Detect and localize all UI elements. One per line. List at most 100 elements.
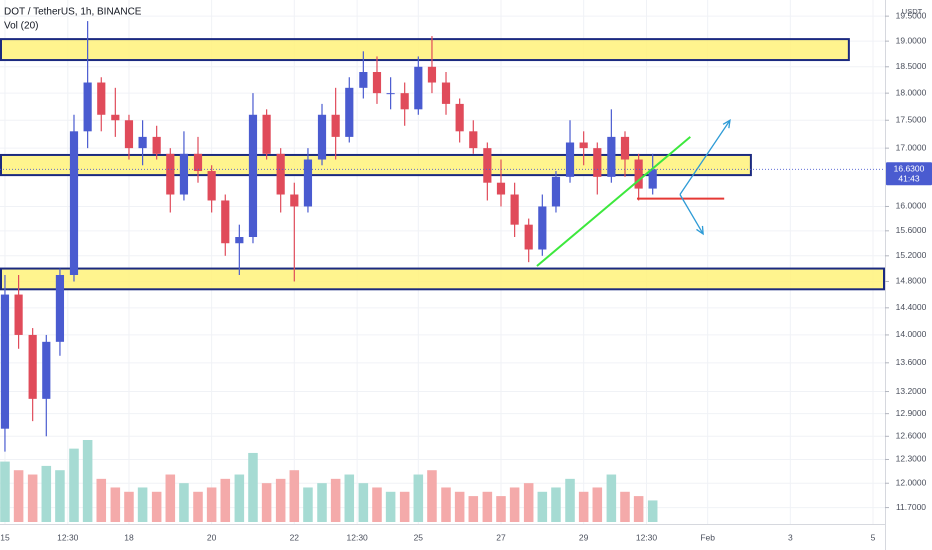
volume-bar xyxy=(565,478,575,522)
volume-bar xyxy=(289,470,300,522)
candle-body xyxy=(634,159,643,189)
candle-body xyxy=(607,136,616,177)
y-tick-label: 19.5000 xyxy=(896,10,927,20)
volume-bar xyxy=(606,474,617,522)
volume-bar xyxy=(496,496,506,522)
volume-bar xyxy=(41,465,52,522)
y-tick-label: 18.0000 xyxy=(896,87,927,97)
volume-bar xyxy=(427,470,437,522)
volume-bar xyxy=(165,474,176,522)
candle-body xyxy=(179,153,189,195)
volume-bar xyxy=(261,483,272,522)
volume-bar xyxy=(592,487,603,522)
volume-bar xyxy=(303,487,313,522)
x-tick-label: 22 xyxy=(290,532,300,542)
volume-bar xyxy=(647,500,658,522)
volume-bar xyxy=(69,448,79,522)
candle-body xyxy=(262,114,271,154)
arrow-head xyxy=(722,119,731,129)
y-tick-label: 15.2000 xyxy=(896,250,927,260)
y-tick-label: 16.0000 xyxy=(896,201,927,211)
candle-body xyxy=(359,72,368,88)
candle-body xyxy=(28,334,37,399)
candle-body xyxy=(221,200,230,244)
candle-body xyxy=(345,87,354,137)
volume-bar xyxy=(413,474,424,522)
volume-bar xyxy=(0,461,10,522)
volume-bar xyxy=(13,470,24,522)
y-tick-label: 18.5000 xyxy=(896,61,927,71)
candle-body xyxy=(138,136,147,149)
candle-body xyxy=(111,114,120,121)
volume-bar xyxy=(454,491,465,522)
volume-bar xyxy=(248,452,258,522)
volume-bar xyxy=(523,483,534,522)
volume-legend: Vol (20) xyxy=(4,21,38,32)
volume-bar xyxy=(633,496,644,522)
candle-body xyxy=(372,72,382,94)
zone xyxy=(0,38,850,62)
arrow xyxy=(679,119,731,195)
axes: 19.5000 19.0000 18.5000 18.0000 17.5000 17.00… xyxy=(0,10,932,542)
candle-body xyxy=(483,148,492,183)
candle-body xyxy=(496,182,506,195)
candle-body xyxy=(166,153,175,195)
volume-pane xyxy=(0,440,658,522)
y-tick-label: 11.7000 xyxy=(896,502,926,512)
volume-bar xyxy=(358,483,369,522)
candle-body xyxy=(290,194,299,207)
x-tick-label: Feb xyxy=(700,532,715,542)
volume-bar xyxy=(620,491,630,522)
x-tick-label: 12:30 xyxy=(347,532,369,542)
candle-body xyxy=(152,136,161,154)
volume-bar xyxy=(468,496,479,522)
candle-body xyxy=(510,194,519,225)
x-tick-label: 25 xyxy=(414,532,424,542)
candle-body xyxy=(565,142,575,177)
y-tick-label: 17.5000 xyxy=(896,115,927,125)
y-tick-label: 14.8000 xyxy=(896,276,927,286)
candle-body xyxy=(469,131,478,149)
x-tick-label: 12:30 xyxy=(636,532,658,542)
x-tick-label: 12:30 xyxy=(57,532,79,542)
candle-body xyxy=(317,114,327,160)
candle-body xyxy=(427,66,437,83)
volume-bar xyxy=(193,491,203,522)
x-tick-label: 18 xyxy=(124,532,134,542)
y-tick-label: 19.0000 xyxy=(896,35,927,45)
candle-body xyxy=(207,171,216,201)
x-tick-label: 29 xyxy=(579,532,589,542)
y-tick-label: 12.6000 xyxy=(896,431,927,441)
candle-body xyxy=(14,294,23,335)
y-tick-label: 12.3000 xyxy=(896,454,927,464)
currency-label: USDT xyxy=(902,7,923,16)
volume-bar xyxy=(482,491,493,522)
y-tick-label: 17.0000 xyxy=(896,142,927,152)
x-tick-label: 5 xyxy=(871,532,876,542)
arrow-head xyxy=(696,225,704,236)
candle-body xyxy=(648,169,657,189)
x-tick-label: 15 xyxy=(0,532,10,542)
x-tick-label: 20 xyxy=(207,532,217,542)
volume-bar xyxy=(55,470,65,522)
last-price-box xyxy=(886,162,932,186)
volume-bar xyxy=(206,487,217,522)
volume-bar xyxy=(330,478,341,522)
volume-bar xyxy=(96,478,107,522)
y-tick-label: 15.6000 xyxy=(896,225,927,235)
candle-body xyxy=(83,82,92,132)
volume-bar xyxy=(82,440,93,522)
trend-line xyxy=(536,136,691,267)
candle-body xyxy=(124,120,134,149)
last-price-label: 16.6300 xyxy=(894,164,925,174)
x-tick-label: 27 xyxy=(496,532,506,542)
candle-body xyxy=(551,176,561,207)
candle-body xyxy=(538,206,547,250)
y-tick-label: 14.4000 xyxy=(896,302,927,312)
y-tick-label: 14.0000 xyxy=(896,329,927,339)
x-tick-label: 3 xyxy=(788,532,793,542)
candle-body xyxy=(620,136,630,160)
volume-bar xyxy=(551,487,561,522)
volume-bar xyxy=(537,491,548,522)
